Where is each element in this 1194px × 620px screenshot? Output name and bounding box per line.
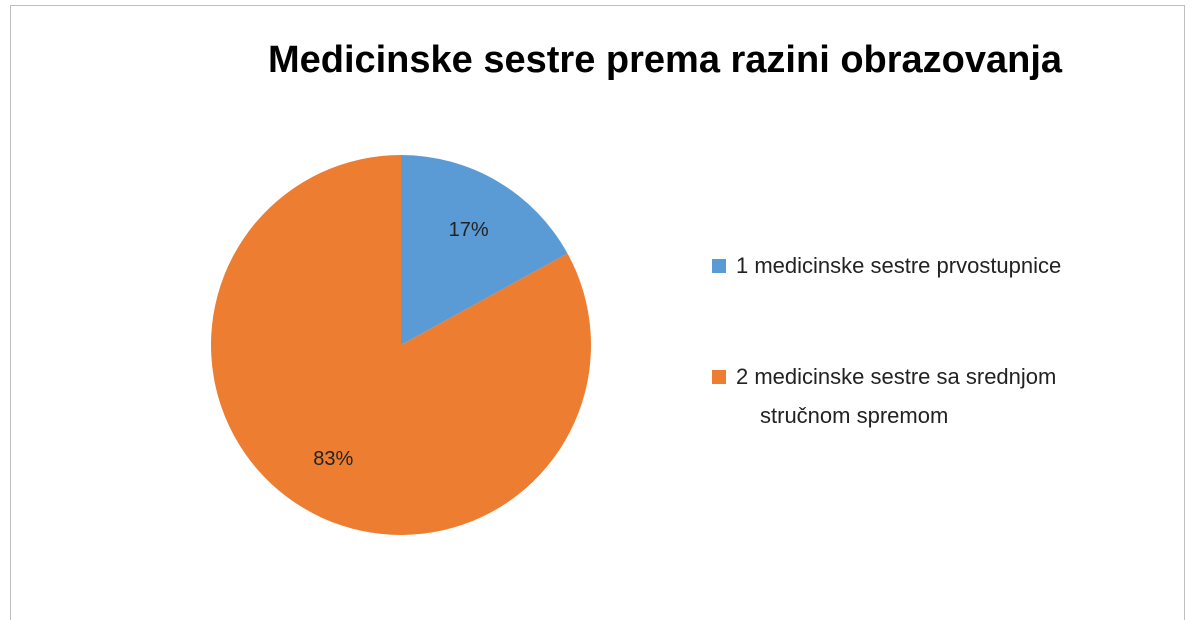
pie-slice	[211, 155, 591, 535]
pie-slice	[401, 155, 568, 345]
chart-frame	[10, 5, 1185, 620]
data-label: 83%	[313, 448, 353, 470]
legend-swatch	[712, 259, 726, 273]
legend-item: 1 medicinske sestre prvostupnice	[712, 246, 1136, 285]
legend-label: 2 medicinske sestre sa srednjom stručnom…	[736, 364, 1057, 428]
legend-label: 1 medicinske sestre prvostupnice	[736, 253, 1062, 278]
legend-swatch	[712, 370, 726, 384]
chart-title: Medicinske sestre prema razini obrazovan…	[268, 39, 1063, 81]
data-label: 17%	[449, 219, 489, 241]
legend-item: 2 medicinske sestre sa srednjom stručnom…	[712, 357, 1136, 435]
